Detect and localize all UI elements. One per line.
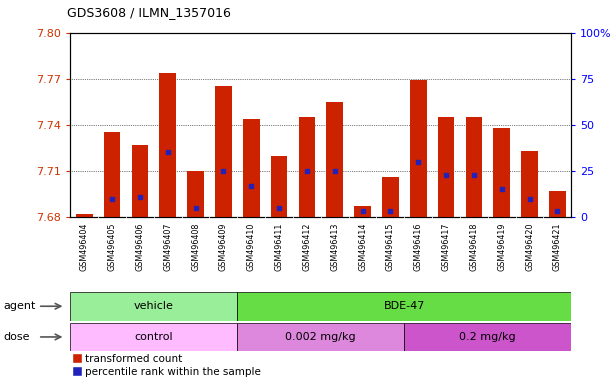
Bar: [493, 128, 510, 217]
Text: GSM496408: GSM496408: [191, 223, 200, 271]
Bar: [466, 117, 482, 217]
Bar: [243, 119, 260, 217]
Text: GSM496404: GSM496404: [79, 223, 89, 271]
FancyBboxPatch shape: [70, 292, 237, 321]
Text: GSM496415: GSM496415: [386, 223, 395, 271]
Text: GSM496419: GSM496419: [497, 223, 506, 271]
Bar: [76, 214, 92, 217]
FancyBboxPatch shape: [237, 323, 404, 351]
Text: GSM496405: GSM496405: [108, 223, 117, 271]
Text: GSM496420: GSM496420: [525, 223, 534, 271]
Text: GSM496417: GSM496417: [442, 223, 450, 271]
Text: agent: agent: [3, 301, 35, 311]
Text: GSM496407: GSM496407: [163, 223, 172, 271]
Bar: [159, 73, 176, 217]
Text: vehicle: vehicle: [134, 301, 174, 311]
FancyBboxPatch shape: [404, 323, 571, 351]
Bar: [354, 206, 371, 217]
Bar: [437, 117, 455, 217]
Text: GSM496410: GSM496410: [247, 223, 255, 271]
Text: control: control: [134, 332, 173, 342]
Bar: [521, 151, 538, 217]
Bar: [410, 80, 426, 217]
Legend: transformed count, percentile rank within the sample: transformed count, percentile rank withi…: [73, 354, 261, 377]
Text: dose: dose: [3, 332, 29, 342]
Bar: [131, 145, 148, 217]
Text: 0.2 mg/kg: 0.2 mg/kg: [459, 332, 516, 342]
Text: BDE-47: BDE-47: [384, 301, 425, 311]
Bar: [215, 86, 232, 217]
Text: GSM496406: GSM496406: [136, 223, 144, 271]
FancyBboxPatch shape: [70, 323, 237, 351]
Text: GSM496421: GSM496421: [553, 223, 562, 271]
Text: GSM496418: GSM496418: [469, 223, 478, 271]
Text: GSM496411: GSM496411: [274, 223, 284, 271]
Text: GSM496416: GSM496416: [414, 223, 423, 271]
Text: GSM496412: GSM496412: [302, 223, 312, 271]
Bar: [104, 132, 120, 217]
Bar: [549, 191, 566, 217]
Text: GSM496409: GSM496409: [219, 223, 228, 271]
Bar: [271, 156, 287, 217]
Text: GDS3608 / ILMN_1357016: GDS3608 / ILMN_1357016: [67, 6, 231, 19]
Bar: [299, 117, 315, 217]
Text: GSM496413: GSM496413: [330, 223, 339, 271]
Bar: [326, 102, 343, 217]
Bar: [382, 177, 399, 217]
FancyBboxPatch shape: [237, 292, 571, 321]
Text: 0.002 mg/kg: 0.002 mg/kg: [285, 332, 356, 342]
Bar: [187, 171, 204, 217]
Text: GSM496414: GSM496414: [358, 223, 367, 271]
